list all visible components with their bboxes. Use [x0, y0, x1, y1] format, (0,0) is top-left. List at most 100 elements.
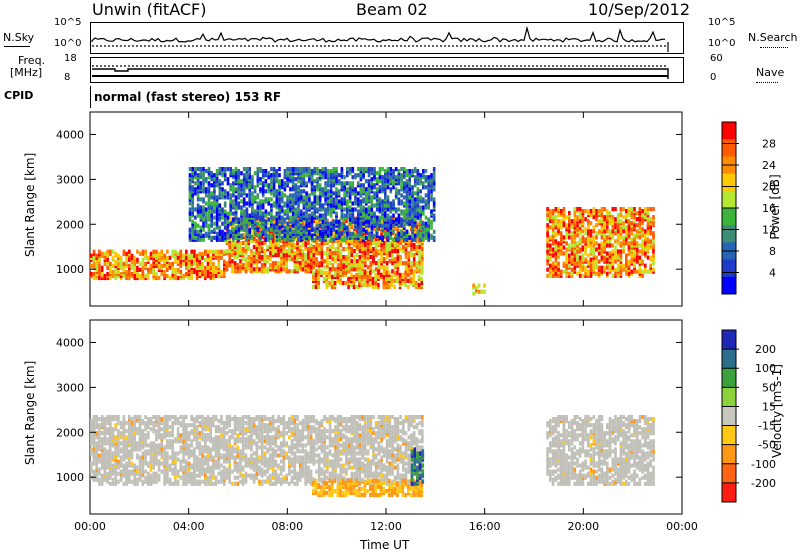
- echo-cell: [430, 173, 433, 178]
- colorbar-tick-label: 16: [762, 202, 776, 215]
- echo-cell: [117, 415, 120, 420]
- echo-cell: [92, 433, 96, 438]
- echo-cell: [237, 217, 241, 222]
- echo-cell: [375, 171, 379, 176]
- nsky-trace: [91, 25, 669, 52]
- echo-cell: [251, 235, 254, 240]
- echo-cell: [587, 219, 590, 224]
- echo-cell: [595, 217, 598, 222]
- echo-cell: [367, 173, 371, 178]
- echo-cell: [638, 263, 642, 268]
- echo-cell: [317, 242, 321, 248]
- echo-cell: [267, 227, 270, 232]
- echo-cell: [202, 167, 205, 172]
- echo-cell: [109, 261, 112, 266]
- echo-cell: [397, 169, 401, 174]
- echo-cell: [359, 183, 363, 188]
- echo-cell: [144, 449, 147, 454]
- echo-cell: [410, 242, 413, 248]
- echo-cell: [255, 230, 259, 235]
- echo-cell: [578, 237, 582, 242]
- echo-cell: [204, 223, 208, 228]
- echo-cell: [372, 246, 375, 252]
- echo-cell: [578, 231, 582, 236]
- echo-cell: [128, 275, 131, 281]
- echo-cell: [92, 447, 96, 452]
- echo-cell: [557, 219, 560, 224]
- echo-cell: [314, 276, 318, 281]
- echo-cell: [207, 209, 211, 214]
- echo-cell: [373, 211, 376, 216]
- echo-cell: [188, 173, 192, 178]
- echo-cell: [285, 249, 288, 254]
- echo-cell: [397, 201, 401, 206]
- echo-cell: [274, 253, 278, 258]
- echo-cell: [109, 249, 112, 254]
- echo-cell: [212, 261, 215, 266]
- echo-cell: [403, 167, 406, 172]
- echo-cell: [546, 273, 549, 278]
- echo-cell: [228, 263, 231, 268]
- echo-cell: [394, 175, 398, 180]
- echo-cell: [223, 271, 226, 277]
- echo-cell: [477, 283, 481, 288]
- echo-cell: [346, 213, 349, 218]
- echo-cell: [204, 257, 207, 262]
- echo-cell: [171, 265, 174, 270]
- echo-cell: [378, 179, 382, 184]
- echo-cell: [130, 479, 134, 484]
- echo-cell: [141, 455, 145, 460]
- echo-cell: [291, 167, 295, 172]
- echo-cell: [408, 235, 411, 240]
- echo-cell: [372, 226, 375, 231]
- echo-cell: [345, 218, 348, 223]
- echo-cell: [316, 223, 319, 228]
- echo-cell: [549, 215, 552, 220]
- freq-label-1: Freq.: [18, 54, 46, 67]
- echo-cell: [310, 217, 314, 222]
- echo-cell: [559, 231, 563, 236]
- echo-cell: [329, 189, 333, 194]
- echo-cell: [114, 251, 117, 256]
- echo-cell: [264, 229, 268, 234]
- echo-cell: [130, 417, 134, 422]
- echo-cell: [551, 263, 555, 268]
- echo-cell: [196, 229, 200, 234]
- echo-cell: [597, 219, 601, 224]
- echo-cell: [109, 455, 112, 460]
- echo-cell: [136, 481, 139, 486]
- echo-cell: [400, 223, 403, 228]
- echo-cell: [377, 226, 381, 231]
- echo-cell: [122, 443, 126, 448]
- echo-cell: [229, 207, 232, 212]
- echo-cell: [256, 167, 260, 172]
- echo-cell: [185, 261, 188, 266]
- echo-cell: [421, 246, 424, 252]
- echo-cell: [362, 183, 365, 188]
- echo-cell: [194, 207, 197, 212]
- echo-cell: [600, 265, 604, 270]
- echo-cell: [378, 197, 382, 202]
- echo-cell: [576, 271, 579, 276]
- echo-cell: [166, 273, 169, 279]
- echo-cell: [546, 231, 549, 236]
- echo-cell: [392, 213, 395, 218]
- echo-cell: [400, 209, 403, 214]
- echo-cell: [149, 463, 153, 468]
- echo-cell: [635, 259, 639, 264]
- echo-cell: [551, 231, 555, 236]
- echo-cell: [625, 241, 628, 246]
- echo-cell: [336, 238, 340, 244]
- echo-cell: [576, 263, 579, 268]
- echo-cell: [261, 225, 265, 230]
- echo-cell: [364, 255, 367, 260]
- echo-cell: [223, 225, 227, 230]
- echo-cell: [149, 457, 153, 462]
- echo-cell: [321, 187, 325, 192]
- echo-cell: [141, 465, 145, 470]
- echo-cell: [255, 242, 259, 248]
- echo-cell: [215, 231, 219, 236]
- echo-cell: [294, 167, 298, 172]
- echo-cell: [350, 246, 354, 252]
- echo-cell: [340, 205, 344, 210]
